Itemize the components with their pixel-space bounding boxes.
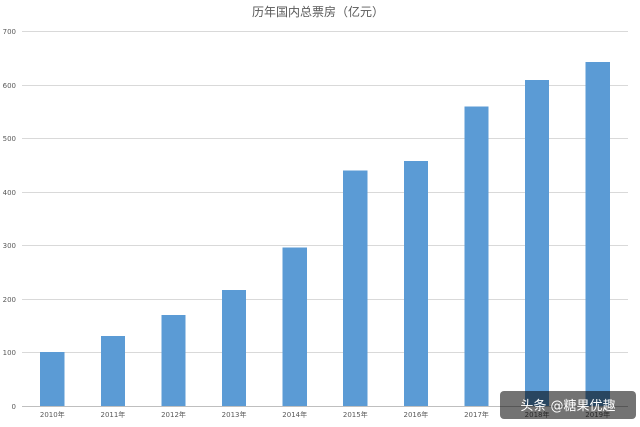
chart-title: 历年国内总票房（亿元） — [252, 4, 384, 19]
y-tick-label: 300 — [3, 242, 16, 250]
y-tick-label: 400 — [3, 189, 16, 197]
y-tick-label: 500 — [3, 135, 16, 143]
x-tick-label: 2011年 — [100, 410, 125, 419]
y-tick-label: 100 — [3, 349, 16, 357]
x-tick-label: 2013年 — [222, 410, 247, 419]
bar-7 — [403, 161, 428, 406]
watermark: 头条 @糖果优趣 — [500, 391, 636, 419]
bar-3 — [161, 314, 186, 406]
y-axis-ticks: 0 100 200 300 400 500 600 700 — [3, 28, 16, 411]
x-tick-label: 2016年 — [403, 410, 428, 419]
bar-8 — [464, 106, 489, 406]
x-tick-label: 2014年 — [282, 410, 307, 419]
y-tick-label: 200 — [3, 296, 16, 304]
watermark-text: 头条 @糖果优趣 — [520, 398, 615, 414]
bar-2 — [100, 335, 125, 406]
bar-10 — [585, 62, 610, 406]
watermark-background — [500, 391, 636, 419]
bar-4 — [222, 289, 247, 407]
x-tick-label: 2012年 — [161, 410, 186, 419]
bars — [40, 62, 610, 407]
bar-5 — [282, 247, 307, 406]
bar-1 — [40, 351, 65, 406]
bar-6 — [343, 170, 368, 406]
y-tick-label: 700 — [3, 28, 16, 36]
bar-9 — [525, 79, 550, 407]
x-tick-label: 2017年 — [464, 410, 489, 419]
y-tick-label: 600 — [3, 82, 16, 90]
y-tick-label: 0 — [12, 403, 16, 411]
x-tick-label: 2015年 — [343, 410, 368, 419]
x-tick-label: 2010年 — [40, 410, 65, 419]
